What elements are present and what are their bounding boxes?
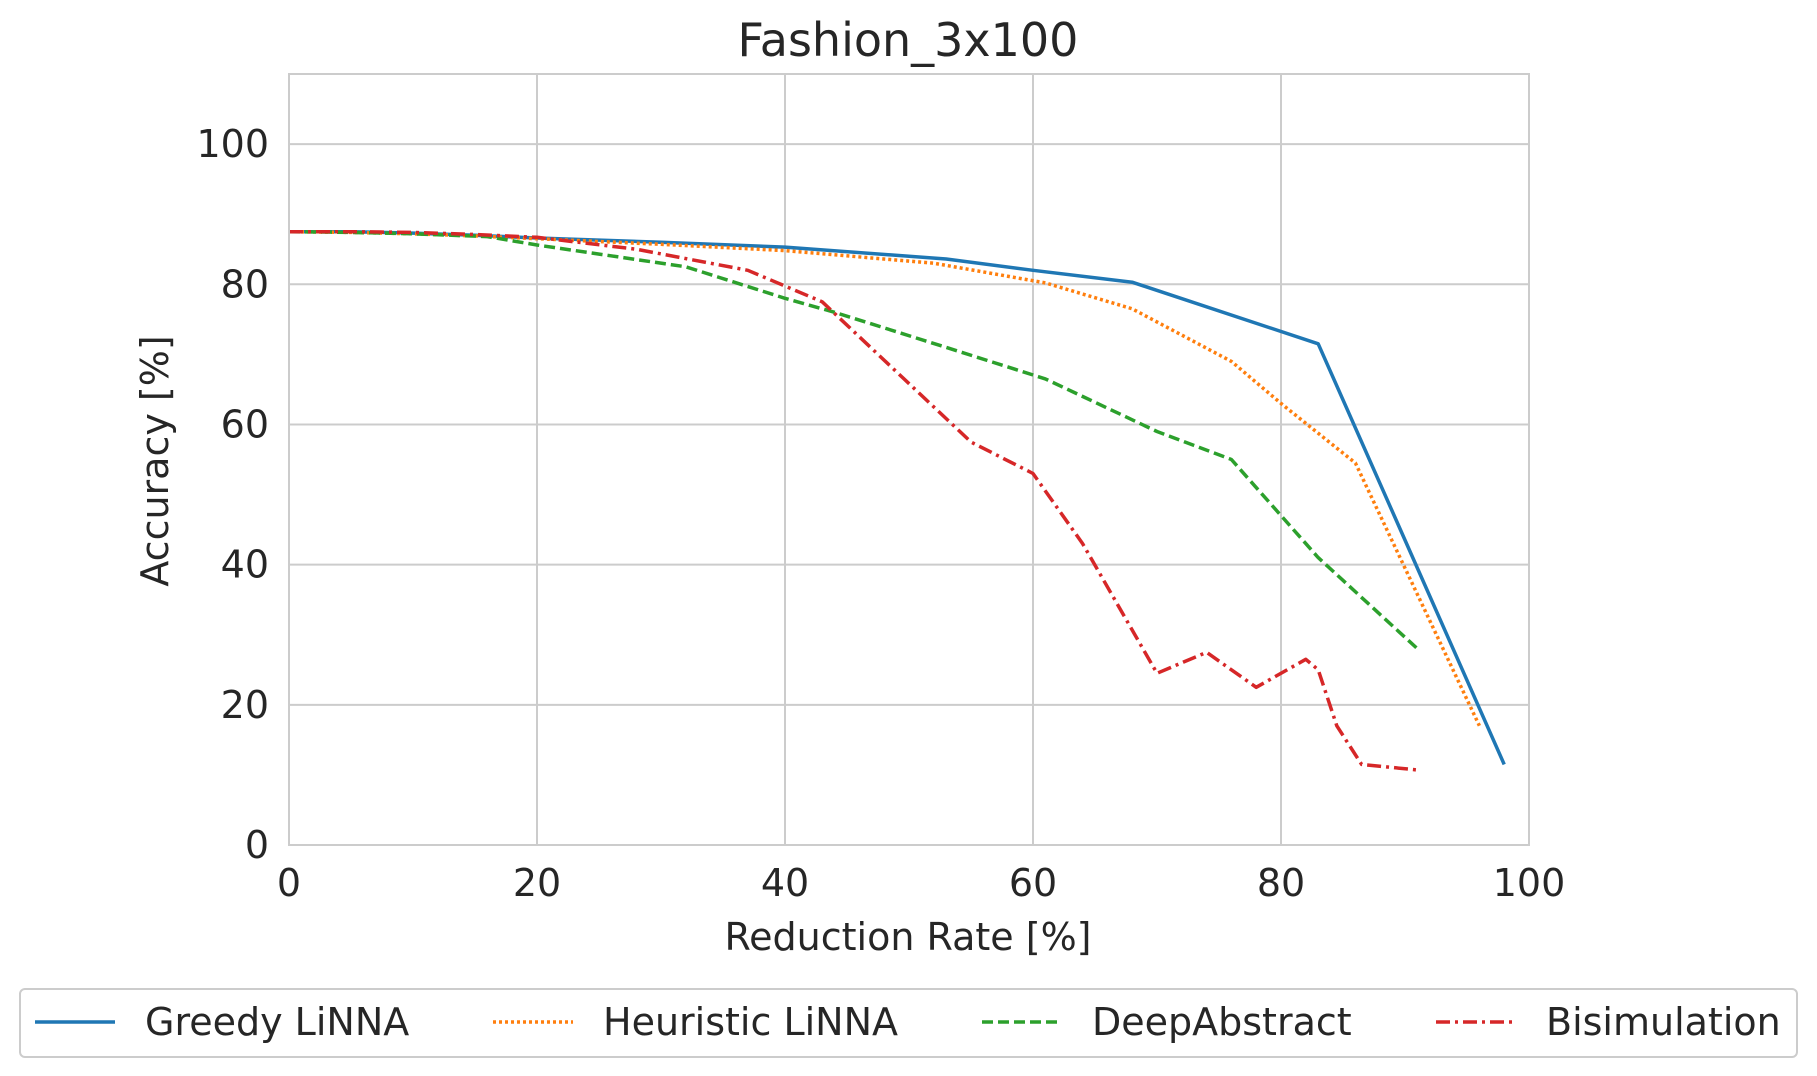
series-line-3 (289, 229, 1418, 772)
x-tick-label: 60 (1009, 861, 1057, 905)
x-tick-label: 20 (513, 861, 561, 905)
y-tick-label: 0 (245, 823, 269, 867)
legend-label-1: Heuristic LiNNA (603, 1000, 898, 1044)
x-tick-label: 40 (761, 861, 809, 905)
x-tick-label: 100 (1493, 861, 1566, 905)
y-tick-label: 40 (221, 543, 269, 587)
legend-label-2: DeepAbstract (1092, 1000, 1352, 1044)
chart-title: Fashion_3x100 (738, 13, 1079, 67)
legend-label-3: Bisimulation (1546, 1000, 1781, 1044)
x-axis-label: Reduction Rate [%] (724, 915, 1091, 959)
series-lines (288, 229, 1506, 772)
plot-frame (288, 73, 1530, 846)
y-tick-label: 100 (196, 122, 269, 166)
series-line-1 (288, 229, 1481, 727)
legend-frame (19, 988, 1798, 1058)
grid (288, 74, 1530, 846)
y-tick-label: 20 (221, 683, 269, 727)
x-tick-label: 80 (1257, 861, 1305, 905)
legend-label-0: Greedy LiNNA (145, 1000, 409, 1044)
x-tick-label: 0 (277, 861, 301, 905)
tick-labels: 0 20 40 60 80 100 0 20 40 60 80 100 (196, 122, 1565, 905)
y-axis-label: Accuracy [%] (133, 335, 177, 586)
y-tick-label: 80 (221, 262, 269, 306)
legend: Greedy LiNNA Heuristic LiNNA DeepAbstract B… (19, 988, 1798, 1058)
y-tick-label: 60 (221, 402, 269, 446)
series-line-2 (288, 229, 1419, 650)
